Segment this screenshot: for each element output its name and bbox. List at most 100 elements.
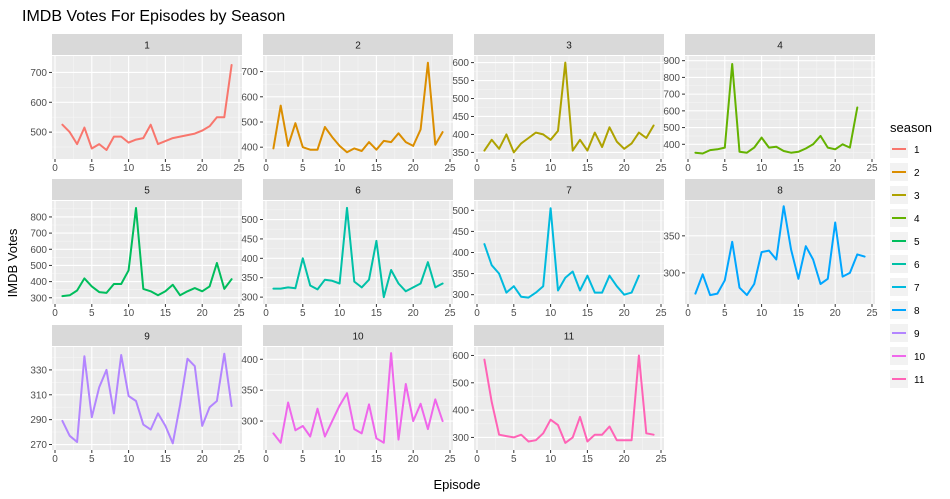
y-tick-label: 550: [452, 76, 469, 87]
facet-panel-6: 6 0 5 10 15 20 25 300 350 400 450 500: [241, 179, 456, 319]
x-tick-label: 5: [300, 454, 306, 465]
y-tick-label: 400: [241, 355, 258, 366]
y-tick-label: 600: [452, 351, 469, 362]
y-tick-label: 350: [663, 231, 680, 242]
x-tick-label: 25: [444, 454, 456, 465]
x-tick-label: 25: [233, 308, 245, 319]
x-tick-label: 0: [685, 308, 691, 319]
chart-title: IMDB Votes For Episodes by Season: [22, 8, 285, 25]
x-tick-label: 0: [52, 454, 58, 465]
legend-item-8: 8: [890, 301, 920, 319]
legend-label: 9: [914, 329, 920, 340]
facet-strip: [263, 34, 453, 55]
y-tick-label: 450: [241, 234, 258, 245]
y-tick-label: 400: [30, 277, 47, 288]
legend-label: 4: [914, 214, 920, 225]
x-tick-label: 5: [89, 308, 95, 319]
y-tick-label: 800: [30, 212, 47, 223]
y-tick-label: 600: [30, 98, 47, 109]
x-tick-label: 0: [474, 454, 480, 465]
facet-panel-11: 11 0 5 10 15 20 25 300 400 500 600: [452, 325, 667, 465]
legend-item-2: 2: [890, 163, 920, 181]
x-tick-label: 5: [511, 163, 517, 174]
facet-strip: [52, 179, 242, 200]
x-tick-label: 0: [474, 163, 480, 174]
y-tick-label: 500: [30, 128, 47, 139]
x-tick-label: 15: [793, 163, 805, 174]
facet-strip-label: 1: [144, 41, 150, 52]
x-tick-label: 20: [197, 308, 209, 319]
y-tick-label: 290: [30, 415, 47, 426]
y-tick-label: 400: [663, 140, 680, 151]
y-tick-label: 300: [30, 293, 47, 304]
legend-label: 6: [914, 260, 920, 271]
x-tick-label: 15: [582, 308, 594, 319]
y-tick-label: 900: [663, 56, 680, 67]
legend-label: 1: [914, 145, 920, 156]
y-tick-label: 600: [452, 58, 469, 69]
x-tick-label: 0: [52, 308, 58, 319]
x-tick-label: 15: [582, 163, 594, 174]
legend: season 1 2 3 4 5 6 7 8 9 10 11: [890, 120, 932, 388]
y-tick-label: 500: [663, 123, 680, 134]
y-tick-label: 700: [241, 67, 258, 78]
facet-strip: [474, 179, 664, 200]
facet-strip-label: 2: [355, 41, 361, 52]
x-tick-label: 15: [160, 163, 172, 174]
x-tick-label: 15: [582, 454, 594, 465]
facet-panel-3: 3 0 5 10 15 20 25 350 400 450 500 550 600: [452, 34, 667, 174]
series-line-season-9: [61, 352, 233, 445]
x-tick-label: 5: [300, 308, 306, 319]
y-tick-label: 600: [663, 106, 680, 117]
legend-label: 8: [914, 306, 920, 317]
facet-panel-9: 9 0 5 10 15 20 25 270 290 310 330: [30, 325, 245, 465]
x-tick-label: 20: [830, 163, 842, 174]
series-line-season-6: [272, 206, 444, 299]
facet-panel-8: 8 0 5 10 15 20 25 300 350: [663, 179, 878, 319]
y-tick-label: 270: [30, 440, 47, 451]
x-tick-label: 10: [334, 454, 346, 465]
series-line-season-8: [694, 205, 866, 297]
facet-strip-label: 3: [566, 41, 572, 52]
x-tick-label: 0: [685, 163, 691, 174]
legend-item-10: 10: [890, 347, 926, 365]
x-tick-label: 0: [263, 308, 269, 319]
facet-panel-10: 10 0 5 10 15 20 25 300 350 400: [241, 325, 456, 465]
y-tick-label: 500: [241, 117, 258, 128]
x-tick-label: 20: [197, 163, 209, 174]
x-tick-label: 10: [334, 163, 346, 174]
y-tick-label: 400: [241, 143, 258, 154]
x-tick-label: 20: [408, 454, 420, 465]
facet-panel-4: 4 0 5 10 15 20 25 400 500 600 700 800 900: [663, 34, 878, 174]
y-tick-label: 700: [663, 90, 680, 101]
y-tick-label: 310: [30, 390, 47, 401]
facet-strip: [263, 325, 453, 346]
x-tick-label: 5: [89, 454, 95, 465]
facet-strip: [474, 325, 664, 346]
y-tick-label: 500: [452, 378, 469, 389]
x-tick-label: 25: [866, 163, 878, 174]
x-tick-label: 15: [793, 308, 805, 319]
x-tick-label: 10: [123, 308, 135, 319]
y-tick-label: 400: [452, 130, 469, 141]
x-tick-label: 10: [123, 454, 135, 465]
legend-label: 7: [914, 283, 920, 294]
y-tick-label: 600: [241, 92, 258, 103]
y-tick-label: 350: [452, 148, 469, 159]
legend-item-4: 4: [890, 209, 920, 227]
x-tick-label: 0: [52, 163, 58, 174]
x-tick-label: 25: [233, 163, 245, 174]
x-tick-label: 5: [511, 308, 517, 319]
facet-strip: [474, 34, 664, 55]
series-line-season-2: [272, 61, 444, 154]
x-tick-label: 15: [160, 308, 172, 319]
facet-strip: [263, 179, 453, 200]
y-tick-label: 300: [241, 417, 258, 428]
x-tick-label: 5: [722, 308, 728, 319]
y-tick-label: 300: [663, 268, 680, 279]
legend-item-7: 7: [890, 278, 920, 296]
